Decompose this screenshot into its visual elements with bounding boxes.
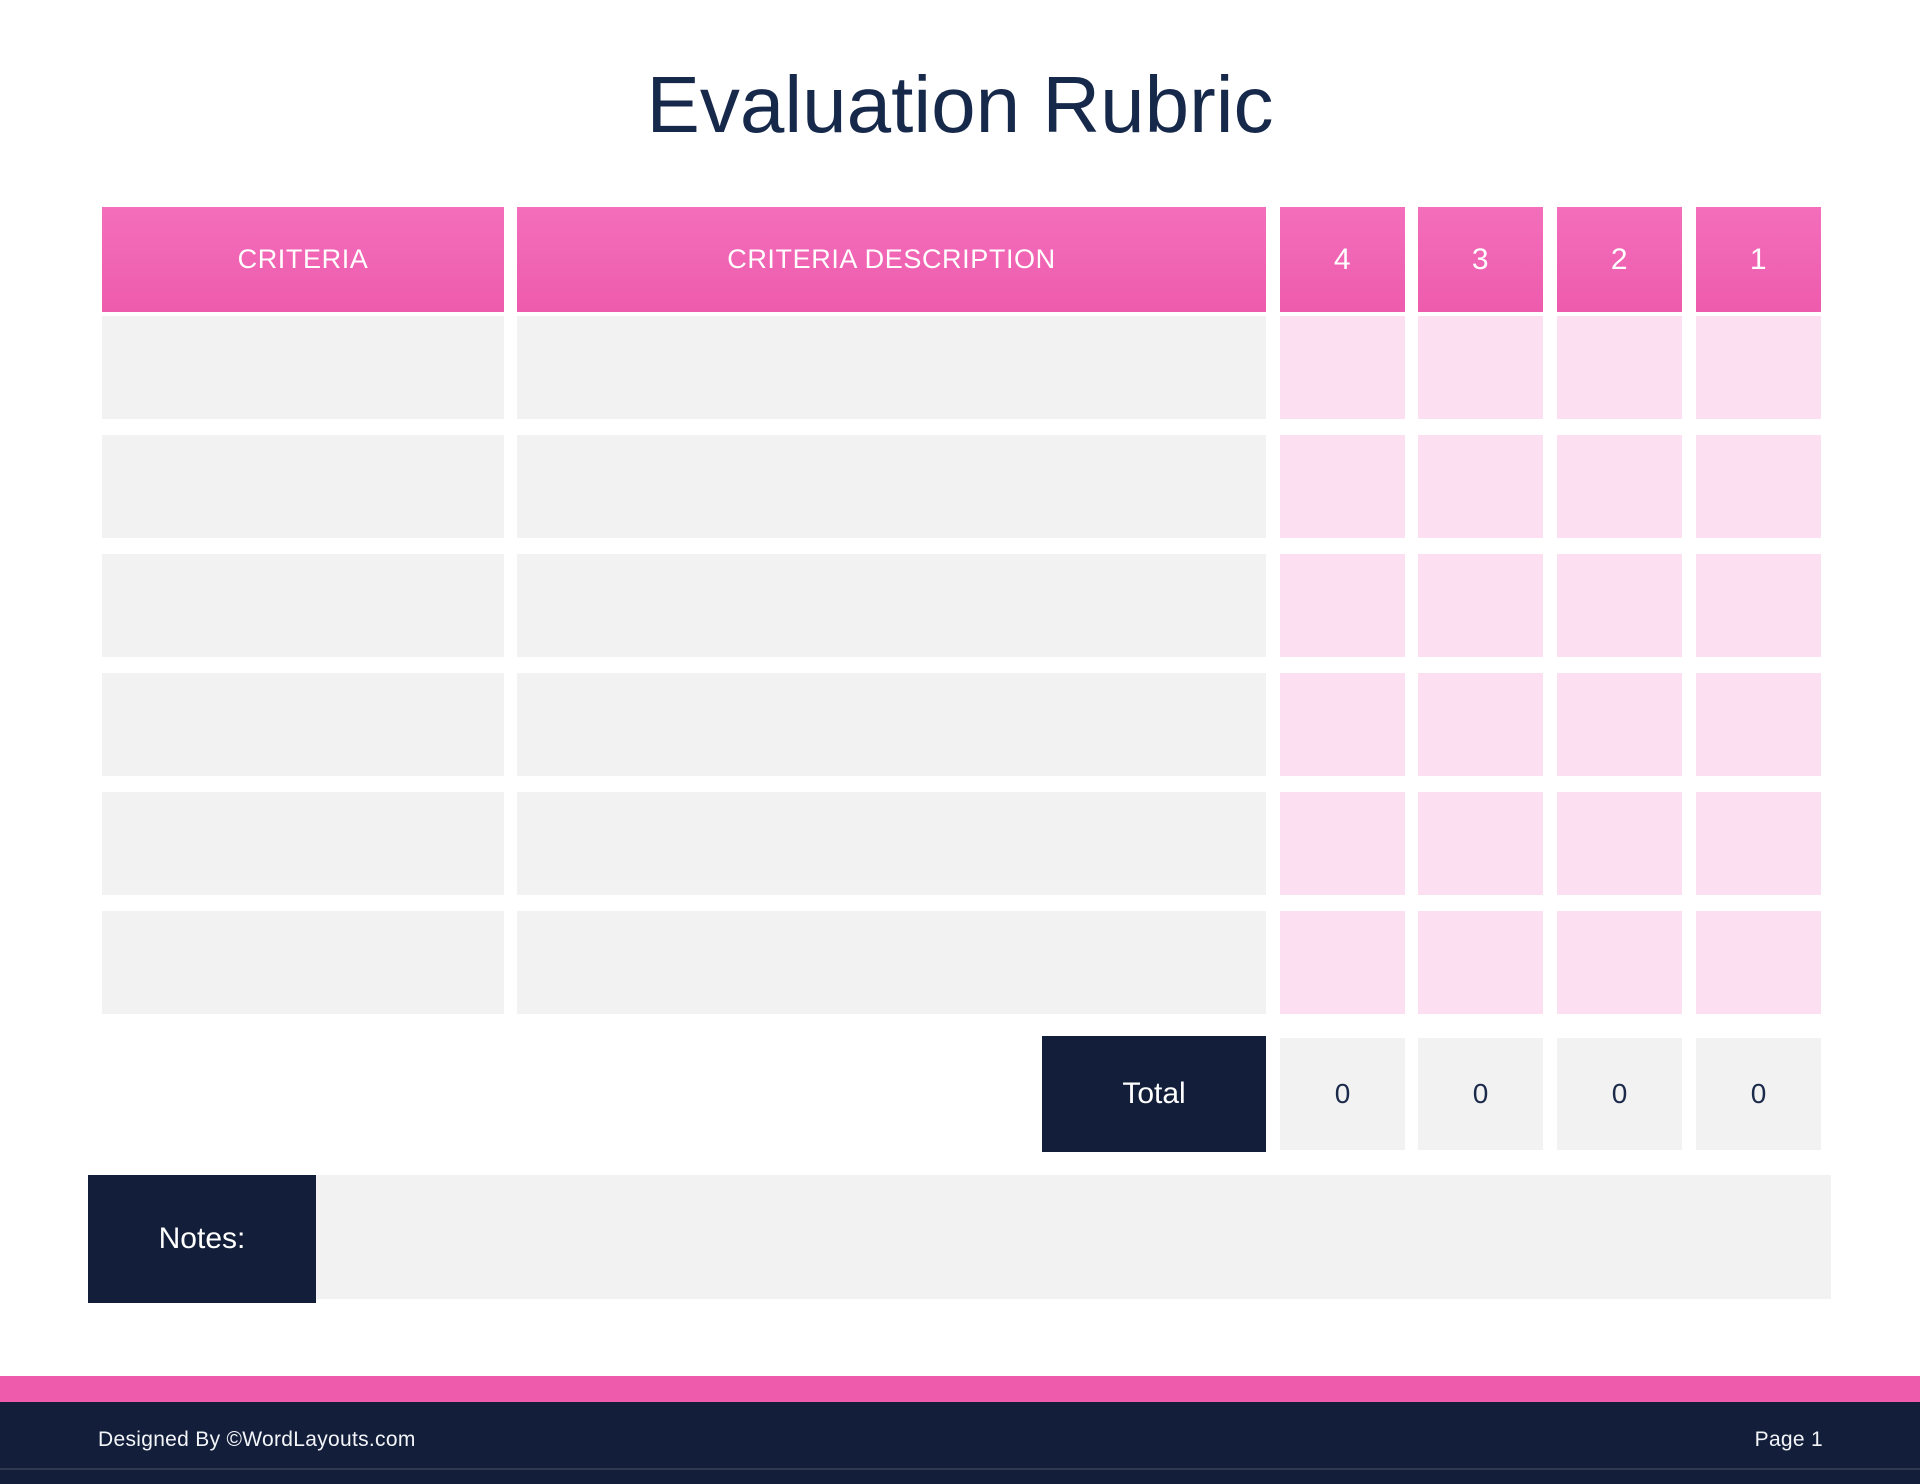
description-cell[interactable] bbox=[517, 435, 1266, 538]
description-cell[interactable] bbox=[517, 316, 1266, 419]
score-cell[interactable] bbox=[1280, 435, 1405, 538]
score-cell[interactable] bbox=[1557, 673, 1682, 776]
total-value-3: 0 bbox=[1418, 1038, 1543, 1150]
description-cell[interactable] bbox=[517, 792, 1266, 895]
total-value-2: 0 bbox=[1557, 1038, 1682, 1150]
score-cell[interactable] bbox=[1418, 435, 1543, 538]
notes-label: Notes: bbox=[88, 1175, 316, 1303]
table-row bbox=[0, 911, 1920, 1014]
score-cell[interactable] bbox=[1280, 316, 1405, 419]
notes-input[interactable] bbox=[316, 1175, 1831, 1299]
score-cell[interactable] bbox=[1696, 435, 1821, 538]
criteria-cell[interactable] bbox=[102, 316, 504, 419]
score-cell[interactable] bbox=[1696, 673, 1821, 776]
score-cell[interactable] bbox=[1280, 911, 1405, 1014]
footer-accent-stripe bbox=[0, 1376, 1920, 1402]
score-cell[interactable] bbox=[1418, 554, 1543, 657]
header-cell-score-1: 1 bbox=[1696, 207, 1821, 312]
total-value-1: 0 bbox=[1696, 1038, 1821, 1150]
criteria-cell[interactable] bbox=[102, 792, 504, 895]
table-row bbox=[0, 316, 1920, 419]
criteria-cell[interactable] bbox=[102, 911, 504, 1014]
table-row bbox=[0, 673, 1920, 776]
score-cell[interactable] bbox=[1280, 673, 1405, 776]
table-row bbox=[0, 554, 1920, 657]
score-cell[interactable] bbox=[1696, 911, 1821, 1014]
description-cell[interactable] bbox=[517, 673, 1266, 776]
score-cell[interactable] bbox=[1418, 911, 1543, 1014]
score-cell[interactable] bbox=[1418, 316, 1543, 419]
table-body bbox=[0, 316, 1920, 1014]
criteria-cell[interactable] bbox=[102, 673, 504, 776]
header-cell-score-3: 3 bbox=[1418, 207, 1543, 312]
description-cell[interactable] bbox=[517, 911, 1266, 1014]
score-cell[interactable] bbox=[1696, 316, 1821, 419]
total-value-4: 0 bbox=[1280, 1038, 1405, 1150]
score-cell[interactable] bbox=[1557, 792, 1682, 895]
total-label: Total bbox=[1042, 1036, 1266, 1152]
page-title: Evaluation Rubric bbox=[646, 60, 1274, 149]
score-cell[interactable] bbox=[1280, 792, 1405, 895]
criteria-cell[interactable] bbox=[102, 435, 504, 538]
footer-credit: Designed By ©WordLayouts.com bbox=[98, 1428, 416, 1451]
score-cell[interactable] bbox=[1418, 673, 1543, 776]
header-cell-score-2: 2 bbox=[1557, 207, 1682, 312]
total-row: Total 0 0 0 0 bbox=[0, 1036, 1920, 1152]
footer-page-number: Page 1 bbox=[1754, 1428, 1823, 1451]
score-cell[interactable] bbox=[1418, 792, 1543, 895]
score-cell[interactable] bbox=[1557, 316, 1682, 419]
score-cell[interactable] bbox=[1557, 554, 1682, 657]
table-header-row: CRITERIA CRITERIA DESCRIPTION 4 3 2 1 bbox=[0, 207, 1920, 312]
header-cell-score-4: 4 bbox=[1280, 207, 1405, 312]
score-cell[interactable] bbox=[1280, 554, 1405, 657]
header-cell-criteria-description: CRITERIA DESCRIPTION bbox=[517, 207, 1266, 312]
table-row bbox=[0, 792, 1920, 895]
score-cell[interactable] bbox=[1557, 435, 1682, 538]
notes-section: Notes: bbox=[0, 1175, 1920, 1303]
description-cell[interactable] bbox=[517, 554, 1266, 657]
table-row bbox=[0, 435, 1920, 538]
score-cell[interactable] bbox=[1696, 554, 1821, 657]
footer-bar: Designed By ©WordLayouts.com Page 1 bbox=[0, 1402, 1920, 1484]
score-cell[interactable] bbox=[1696, 792, 1821, 895]
criteria-cell[interactable] bbox=[102, 554, 504, 657]
score-cell[interactable] bbox=[1557, 911, 1682, 1014]
header-cell-criteria: CRITERIA bbox=[102, 207, 504, 312]
